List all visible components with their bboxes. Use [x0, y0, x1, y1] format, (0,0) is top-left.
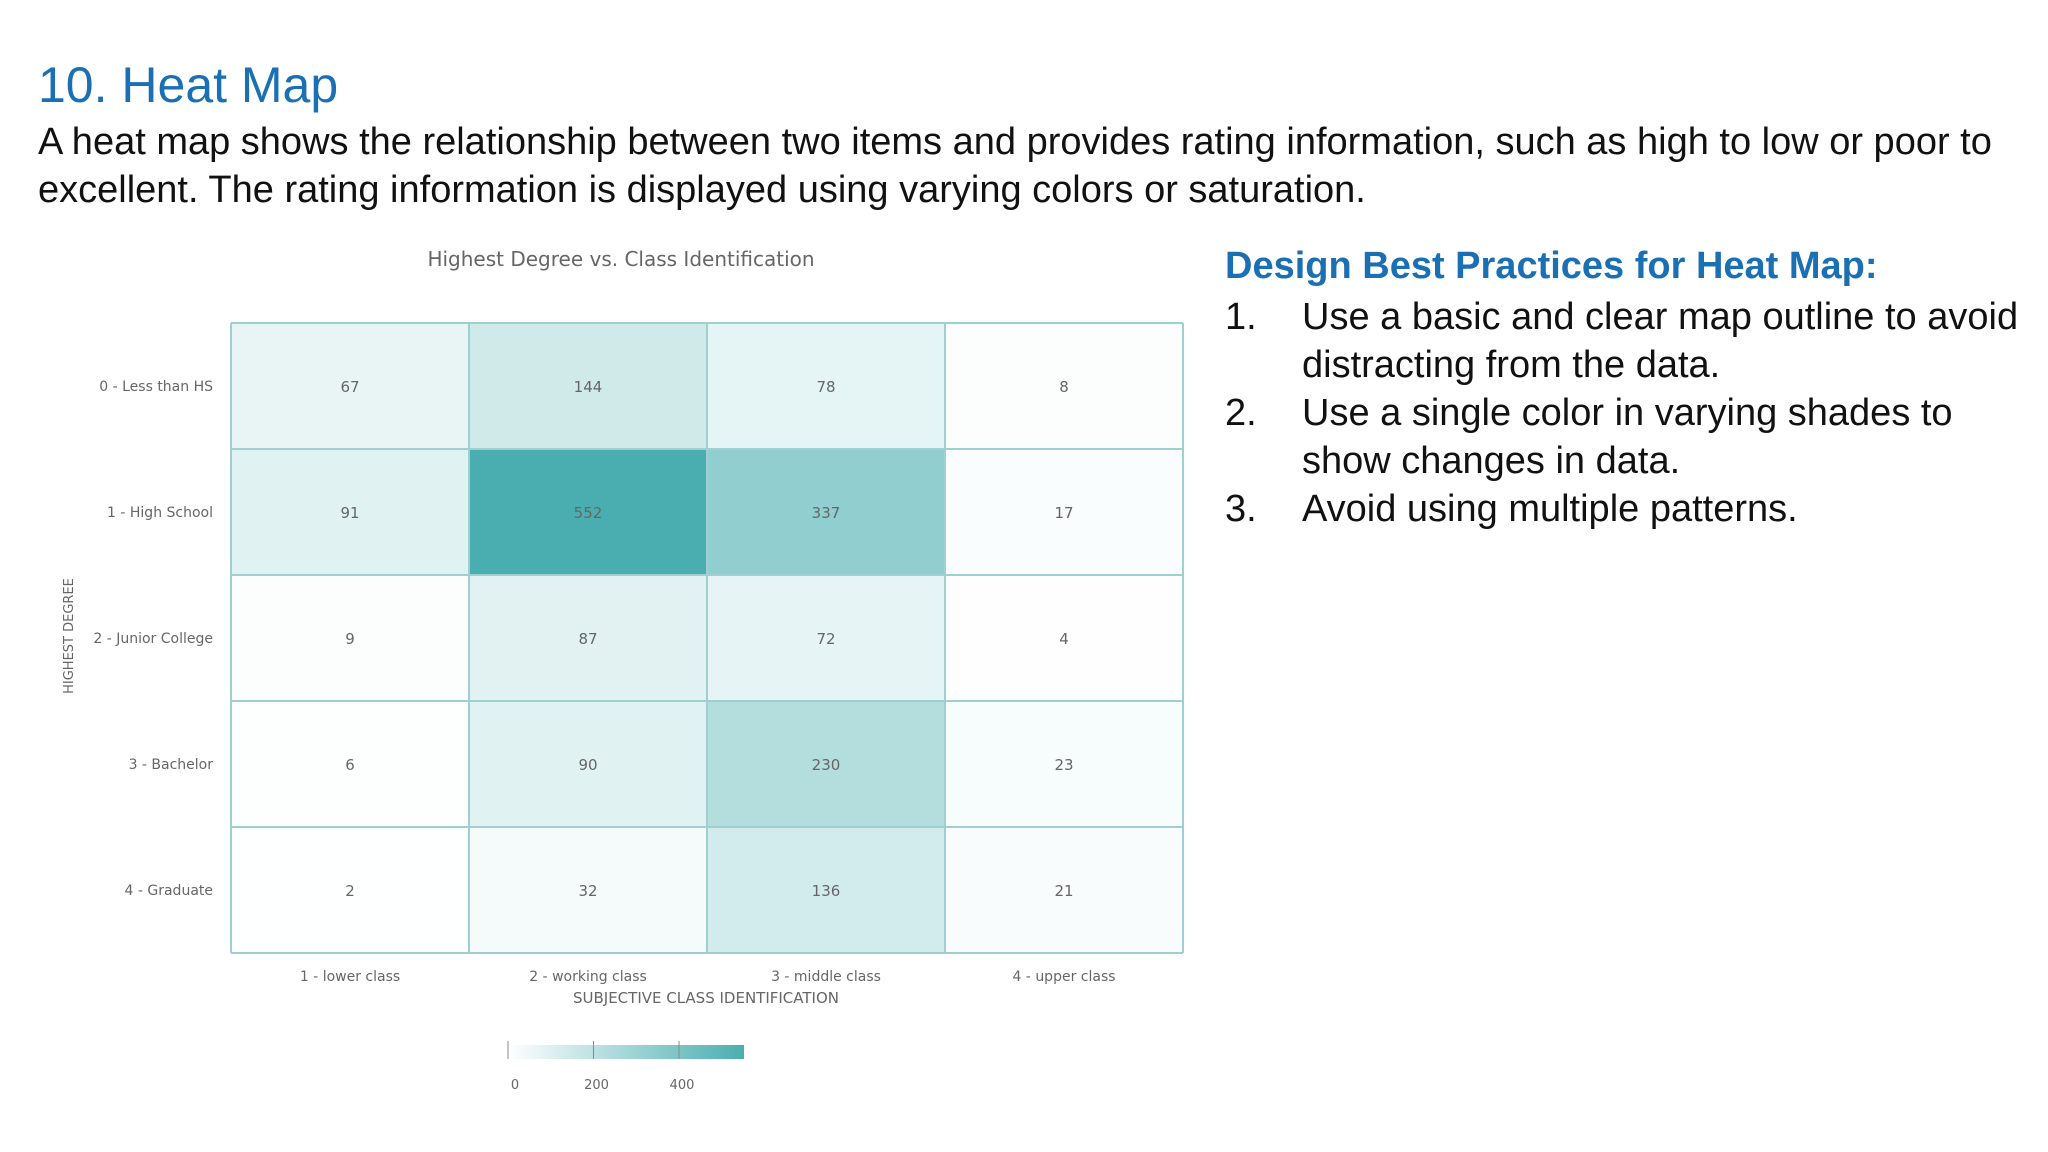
color-legend: 0 200 400 — [507, 1041, 744, 1093]
heatmap-gridlines — [230, 322, 1184, 954]
cell-value-label: 17 — [1054, 504, 1073, 522]
cell-value-label: 144 — [574, 378, 603, 396]
cell-value-label: 2 — [345, 882, 355, 900]
heatmap-cell — [231, 827, 469, 953]
practice-item: 1. Use a basic and clear map outline to … — [1225, 293, 2025, 389]
heatmap-cell — [707, 827, 945, 953]
heatmap-cell — [945, 827, 1183, 953]
slide-intro: A heat map shows the relationship betwee… — [38, 121, 1992, 211]
practices-heading: Design Best Practices for Heat Map: — [1225, 245, 1878, 287]
practice-text: Use a single color in varying shades to … — [1302, 392, 1953, 482]
heatmap-cell — [945, 323, 1183, 449]
cell-value-label: 78 — [816, 378, 835, 396]
heatmap-cell — [945, 701, 1183, 827]
x-tick-label: 3 - middle class — [771, 969, 881, 985]
slide-title: 10. Heat Map — [38, 57, 339, 113]
heatmap-cells — [231, 323, 1183, 953]
cell-value-label: 32 — [578, 882, 597, 900]
heatmap-x-labels: 1 - lower class 2 - working class 3 - midd… — [300, 969, 1116, 985]
x-axis-title: SUBJECTIVE CLASS IDENTIFICATION — [573, 989, 839, 1007]
heatmap-y-labels: 0 - Less than HS 1 - High School 2 - Junio… — [93, 379, 213, 899]
legend-tick-label: 0 — [511, 1078, 519, 1093]
legend-tick-label: 200 — [584, 1078, 609, 1093]
heatmap-cell — [945, 575, 1183, 701]
practice-text: Use a basic and clear map outline to avo… — [1302, 296, 2019, 386]
heatmap-cell — [707, 701, 945, 827]
heatmap-cell — [231, 575, 469, 701]
y-tick-label: 4 - Graduate — [125, 883, 213, 899]
cell-value-label: 230 — [812, 756, 841, 774]
heatmap-value-labels: 67 144 78 8 91 552 337 17 9 87 72 4 6 90 230 23 2 32 136 21 — [340, 378, 1073, 900]
heatmap-cell — [231, 323, 469, 449]
chart-title: Highest Degree vs. Class Identification — [427, 247, 814, 271]
cell-value-label: 337 — [812, 504, 841, 522]
heatmap-cell — [469, 827, 707, 953]
cell-value-label: 23 — [1054, 756, 1073, 774]
cell-value-label: 9 — [345, 630, 355, 648]
heatmap-cell — [707, 449, 945, 575]
cell-value-label: 552 — [574, 504, 603, 522]
cell-value-label: 4 — [1059, 630, 1069, 648]
heatmap-cell — [469, 701, 707, 827]
heatmap-cell — [707, 323, 945, 449]
practices-list: 1. Use a basic and clear map outline to … — [1225, 293, 2025, 533]
cell-value-label: 6 — [345, 756, 355, 774]
y-tick-label: 1 - High School — [107, 505, 213, 521]
practice-text: Avoid using multiple patterns. — [1302, 488, 1798, 530]
heatmap-cell — [469, 323, 707, 449]
cell-value-label: 136 — [812, 882, 841, 900]
x-tick-label: 2 - working class — [529, 969, 647, 985]
heatmap-chart: Highest Degree vs. Class Identification … — [62, 247, 1184, 1093]
cell-value-label: 8 — [1059, 378, 1069, 396]
cell-value-label: 91 — [340, 504, 359, 522]
x-tick-label: 1 - lower class — [300, 969, 400, 985]
cell-value-label: 67 — [340, 378, 359, 396]
practice-number: 1. — [1225, 296, 1257, 338]
heatmap-cell — [707, 575, 945, 701]
y-tick-label: 3 - Bachelor — [129, 757, 214, 773]
legend-tick-label: 400 — [670, 1078, 695, 1093]
heatmap-cell — [945, 449, 1183, 575]
practice-number: 3. — [1225, 488, 1257, 530]
cell-value-label: 21 — [1054, 882, 1073, 900]
color-legend-bar — [508, 1045, 744, 1059]
practice-number: 2. — [1225, 392, 1257, 434]
cell-value-label: 87 — [578, 630, 597, 648]
practice-item: 3. Avoid using multiple patterns. — [1225, 485, 2025, 533]
heatmap-cell — [469, 449, 707, 575]
heatmap-cell — [231, 449, 469, 575]
cell-value-label: 72 — [816, 630, 835, 648]
x-tick-label: 4 - upper class — [1012, 969, 1115, 985]
heatmap-cell — [231, 701, 469, 827]
y-axis-title: HIGHEST DEGREE — [62, 578, 77, 694]
practice-item: 2. Use a single color in varying shades … — [1225, 389, 2025, 485]
heatmap-cell — [469, 575, 707, 701]
y-tick-label: 2 - Junior College — [93, 631, 213, 647]
cell-value-label: 90 — [578, 756, 597, 774]
y-tick-label: 0 - Less than HS — [99, 379, 213, 395]
